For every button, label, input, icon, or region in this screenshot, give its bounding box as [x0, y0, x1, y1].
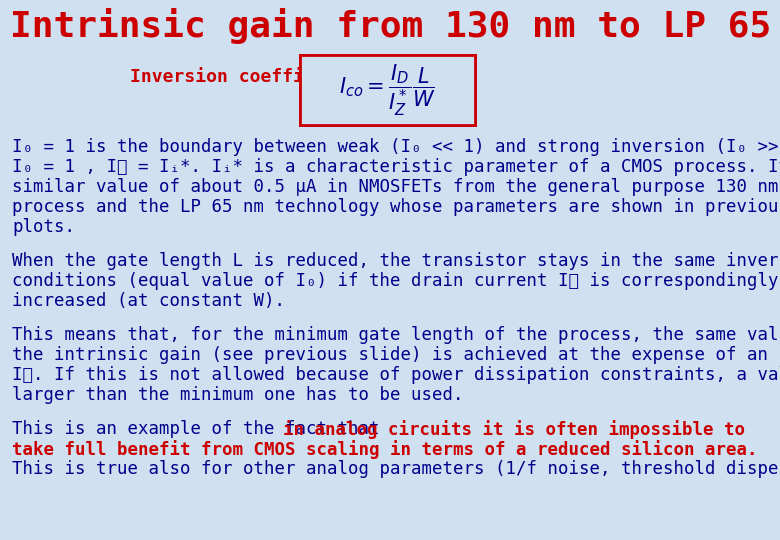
Text: I₀ = 1 , Iᴅ = Iᵢ*. Iᵢ* is a characteristic parameter of a CMOS process. It has a: I₀ = 1 , Iᴅ = Iᵢ*. Iᵢ* is a characterist…	[12, 158, 780, 176]
Text: This is an example of the fact that: This is an example of the fact that	[12, 420, 390, 438]
Text: process and the LP 65 nm technology whose parameters are shown in previous: process and the LP 65 nm technology whos…	[12, 198, 780, 216]
Text: $I_{co} = \dfrac{I_D}{I_Z^*}\dfrac{L}{W}$: $I_{co} = \dfrac{I_D}{I_Z^*}\dfrac{L}{W}…	[339, 62, 436, 118]
Text: This means that, for the minimum gate length of the process, the same value of: This means that, for the minimum gate le…	[12, 326, 780, 344]
Text: Inversion coefficient: Inversion coefficient	[130, 68, 358, 86]
Text: I₀ = 1 is the boundary between weak (I₀ << 1) and strong inversion (I₀ >> 1). Fo: I₀ = 1 is the boundary between weak (I₀ …	[12, 138, 780, 156]
Text: plots.: plots.	[12, 218, 75, 236]
Text: similar value of about 0.5 μA in NMOSFETs from the general purpose 130 nm: similar value of about 0.5 μA in NMOSFET…	[12, 178, 778, 196]
Bar	[0, 0, 780, 52]
Text: larger than the minimum one has to be used.: larger than the minimum one has to be us…	[12, 386, 463, 404]
Text: Iᴅ. If this is not allowed because of power dissipation constraints, a value of : Iᴅ. If this is not allowed because of po…	[12, 366, 780, 384]
Text: increased (at constant W).: increased (at constant W).	[12, 292, 285, 310]
Text: the intrinsic gain (see previous slide) is achieved at the expense of an increas: the intrinsic gain (see previous slide) …	[12, 346, 780, 364]
Text: in analog circuits it is often impossible to: in analog circuits it is often impossibl…	[282, 420, 745, 439]
Text: When the gate length L is reduced, the transistor stays in the same inversion: When the gate length L is reduced, the t…	[12, 252, 780, 270]
Text: Intrinsic gain from 130 nm to LP 65 nm CMOS: Intrinsic gain from 130 nm to LP 65 nm C…	[10, 8, 780, 44]
FancyBboxPatch shape	[300, 55, 475, 125]
Text: conditions (equal value of I₀) if the drain current Iᴅ is correspondingly: conditions (equal value of I₀) if the dr…	[12, 272, 778, 290]
Text: take full benefit from CMOS scaling in terms of a reduced silicon area.: take full benefit from CMOS scaling in t…	[12, 440, 757, 459]
Text: This is true also for other analog parameters (1/f noise, threshold dispersion,.: This is true also for other analog param…	[12, 460, 780, 478]
